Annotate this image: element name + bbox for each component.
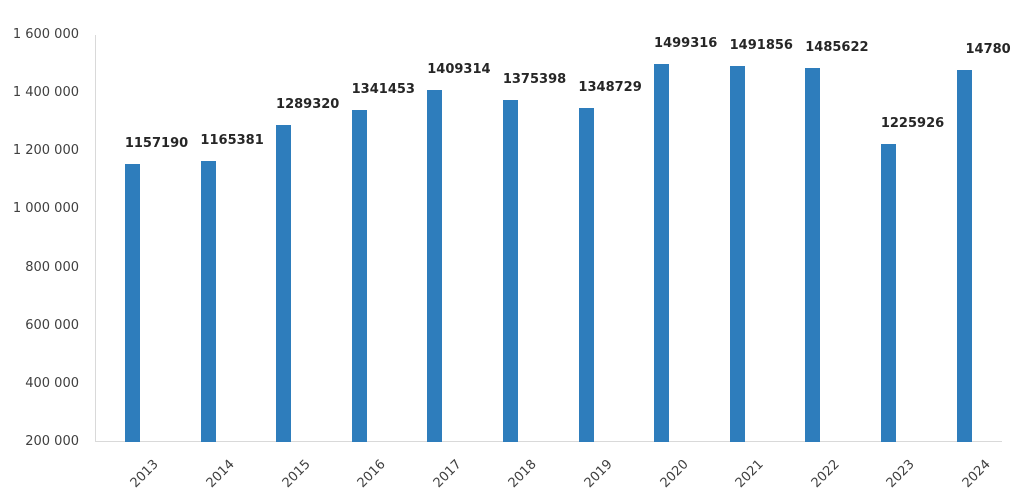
- bar-value-label-2024: 14780: [965, 42, 1011, 58]
- bar-value-label-2022: 1485622: [805, 40, 869, 56]
- x-axis-tick-label-2023: 2023: [884, 457, 919, 492]
- bar-2024: [956, 70, 972, 442]
- bar-2020: [654, 64, 670, 442]
- y-axis-tick-label: 1 600 000: [12, 27, 79, 42]
- bar-2013: [125, 163, 140, 442]
- bar-value-label-2016: 1341453: [351, 82, 415, 98]
- x-axis-tick-label-2017: 2017: [430, 457, 465, 492]
- bar-value-label-2021: 1491856: [729, 38, 793, 54]
- x-axis-tick-label-2021: 2021: [732, 457, 767, 492]
- x-axis-line: [95, 441, 1002, 442]
- bar-value-label-2023: 1225926: [880, 115, 945, 131]
- y-axis-line: [95, 35, 96, 442]
- y-axis-tick-label: 600 000: [25, 317, 79, 333]
- x-axis-tick-label-2022: 2022: [808, 457, 843, 492]
- bar-2017: [427, 90, 443, 442]
- x-axis-tick-label-2024: 2024: [959, 457, 994, 492]
- bar-value-label-2019: 1348729: [578, 80, 642, 96]
- bar-2014: [200, 161, 216, 442]
- x-axis-tick-label-2015: 2015: [279, 457, 314, 492]
- x-axis-tick-label-2020: 2020: [657, 457, 692, 492]
- bar-value-label-2014: 1165381: [200, 133, 264, 149]
- x-axis-tick-label-2013: 2013: [128, 457, 163, 492]
- x-axis-tick-label-2016: 2016: [354, 457, 389, 492]
- bar-value-label-2013: 1157190: [124, 135, 189, 151]
- y-axis-tick-label: 1 400 000: [12, 85, 79, 101]
- y-axis-tick-label: 800 000: [25, 259, 79, 275]
- bar-2022: [805, 68, 821, 442]
- bar-value-label-2017: 1409314: [427, 62, 491, 78]
- bar-value-label-2018: 1375398: [502, 72, 567, 88]
- y-axis-tick-label: 400 000: [25, 375, 79, 391]
- bar-2019: [578, 108, 594, 442]
- y-axis-tick-label: 1 000 000: [12, 201, 79, 217]
- bar-value-label-2020: 1499316: [654, 36, 718, 52]
- bar-value-label-2015: 1289320: [276, 97, 340, 113]
- bar-2016: [351, 110, 367, 442]
- y-axis-tick-label: 1 200 000: [12, 143, 79, 159]
- y-axis-tick-label: 200 000: [25, 434, 79, 449]
- bar-2023: [881, 143, 896, 442]
- bar-2018: [503, 100, 518, 442]
- bar-2021: [729, 66, 745, 442]
- x-axis-tick-label-2014: 2014: [203, 457, 238, 492]
- x-axis-tick-label-2019: 2019: [581, 457, 616, 492]
- x-axis-tick-label-2018: 2018: [506, 457, 541, 492]
- bar-2015: [276, 125, 292, 442]
